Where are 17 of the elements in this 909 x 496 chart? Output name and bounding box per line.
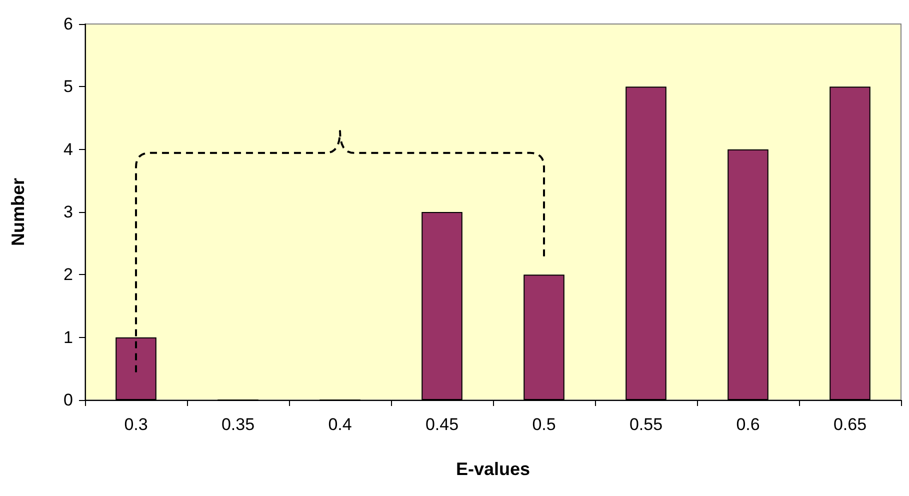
- x-tick-label: 0.45: [425, 415, 459, 434]
- x-tick-label: 0.55: [629, 415, 663, 434]
- x-tick-label: 0.65: [833, 415, 867, 434]
- x-tick-label: 0.35: [221, 415, 255, 434]
- y-tick-label: 1: [64, 328, 73, 347]
- x-tick-label: 0.4: [328, 415, 352, 434]
- x-axis-title: E-values: [456, 459, 530, 479]
- x-tick-label: 0.3: [124, 415, 148, 434]
- y-tick-label: 5: [64, 77, 73, 96]
- y-tick-label: 6: [64, 14, 73, 34]
- y-tick-label: 2: [64, 265, 73, 284]
- y-tick-label: 3: [64, 202, 73, 222]
- y-axis-title: Number: [8, 178, 28, 246]
- y-tick-label: 4: [64, 140, 73, 159]
- x-tick-label: 0.5: [532, 415, 556, 434]
- y-tick-label: 0: [64, 390, 73, 410]
- x-tick-label: 0.6: [736, 415, 760, 434]
